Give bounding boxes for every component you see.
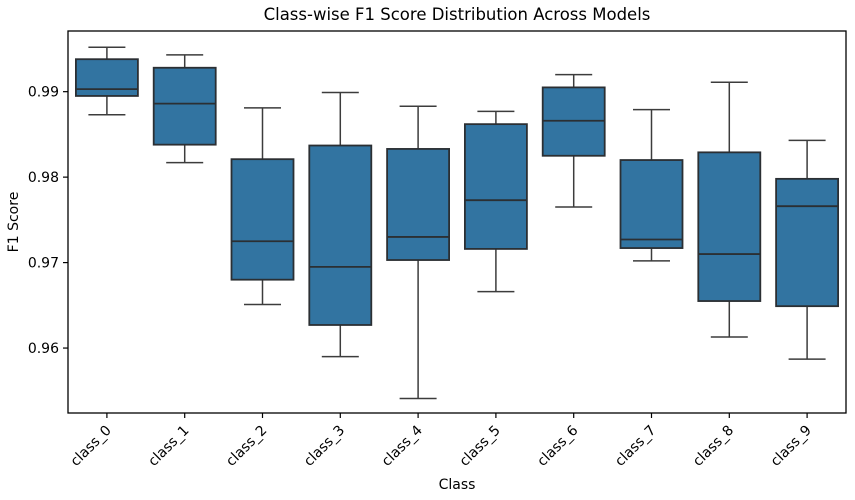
box-class_8 [697, 151, 762, 302]
box-class_4 [386, 148, 451, 261]
y-tick-label: 0.97 [28, 256, 59, 272]
x-tick-label: class_4 [379, 422, 426, 469]
x-tick-label: class_6 [534, 422, 581, 469]
y-tick-label: 0.96 [28, 341, 59, 357]
box-class_5 [463, 123, 528, 250]
x-tick-label: class_9 [768, 423, 815, 470]
x-axis-label: Class [439, 477, 476, 493]
x-tick-label: class_3 [301, 423, 348, 470]
box-class_9 [775, 177, 839, 308]
y-tick-label: 0.99 [28, 85, 59, 101]
x-tick-label: class_8 [690, 423, 737, 470]
y-axis-label: F1 Score [6, 192, 22, 253]
box-class_7 [619, 159, 684, 249]
x-tick-label: class_0 [68, 423, 115, 470]
x-tick-label: class_2 [223, 423, 270, 470]
plot-layer: 0.96 0.97 0.98 0.99 class_0 class_1 class_2 cla… [28, 30, 847, 470]
x-tick-label: class_1 [145, 423, 192, 470]
box-class_0 [75, 58, 139, 97]
axes-frame [67, 30, 847, 414]
box-class_2 [230, 158, 295, 281]
x-tick-label: class_7 [612, 423, 659, 470]
chart-title: Class-wise F1 Score Distribution Across … [264, 5, 651, 24]
box-class_3 [308, 144, 373, 326]
y-tick-label: 0.98 [28, 170, 59, 186]
box-class_1 [152, 66, 217, 146]
x-tick-label: class_5 [457, 423, 504, 470]
